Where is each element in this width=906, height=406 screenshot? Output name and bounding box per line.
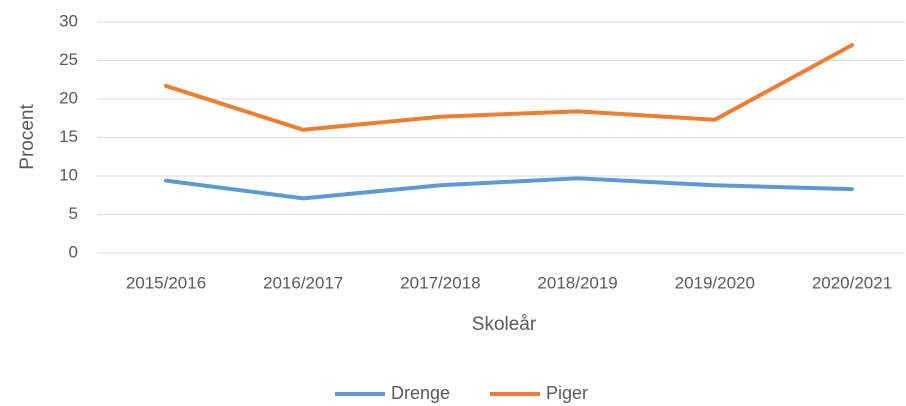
series-line: [164, 176, 854, 201]
x-axis-title: Skoleår: [472, 314, 537, 335]
y-tick-label: 30: [59, 11, 78, 30]
x-tick-label: 2015/2016: [126, 273, 206, 292]
y-tick-label: 10: [59, 165, 78, 184]
x-tick-label: 2019/2020: [675, 273, 755, 292]
y-tick-label: 15: [59, 127, 78, 146]
x-tick-label: 2016/2017: [263, 273, 343, 292]
legend-label: Piger: [546, 383, 588, 403]
y-tick-label: 25: [59, 50, 78, 69]
y-axis-title: Procent: [17, 104, 38, 170]
x-tick-label: 2020/2021: [812, 273, 892, 292]
y-tick-label: 5: [69, 204, 78, 223]
y-tick-label: 20: [59, 88, 78, 107]
y-tick-label: 0: [69, 242, 78, 261]
x-tick-label: 2018/2019: [537, 273, 617, 292]
series-line: [164, 43, 854, 132]
legend-label: Drenge: [391, 383, 450, 403]
x-tick-label: 2017/2018: [400, 273, 480, 292]
